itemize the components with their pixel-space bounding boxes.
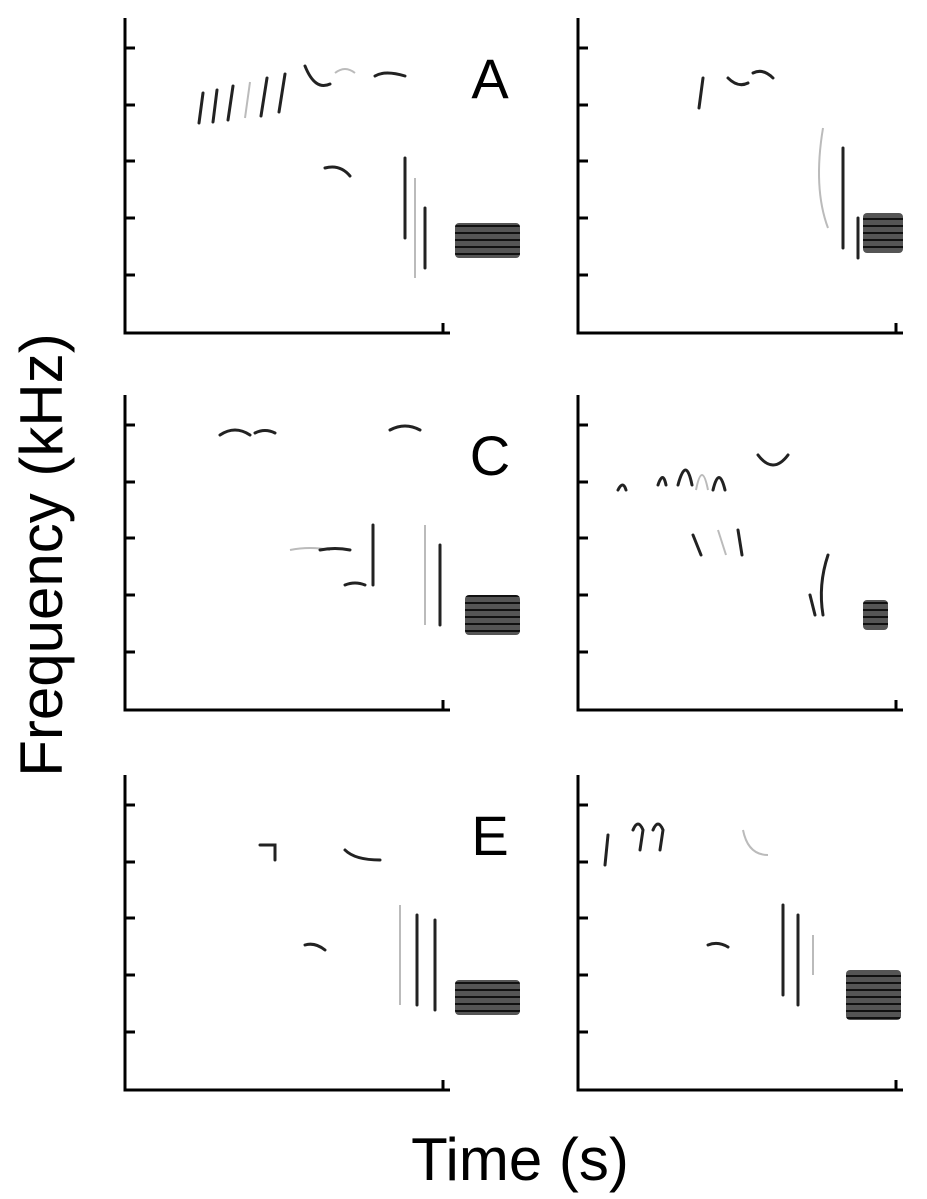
panel-letter: C: [470, 424, 510, 487]
spectrogram-block: [455, 980, 520, 1015]
spectrogram-trace: [375, 73, 405, 76]
figure: Frequency (kHz) Time (s) A B C D E F: [0, 0, 927, 1199]
spectrogram-trace: [728, 78, 748, 85]
axes: [578, 18, 903, 333]
spectrogram-trace: [696, 475, 708, 490]
spectrogram-trace: [305, 944, 325, 950]
spectrogram-trace: [345, 583, 365, 585]
spectrogram-trace: [821, 555, 828, 615]
axes: [125, 395, 450, 710]
spectrogram-trace: [653, 824, 663, 850]
panel: F: [578, 775, 927, 1090]
spectrogram-trace: [618, 485, 626, 490]
y-axis-label: Frequency (kHz): [8, 333, 75, 776]
spectrogram-trace: [255, 431, 275, 434]
panel-letter: D: [923, 424, 927, 487]
spectrogram-trace: [228, 86, 233, 120]
spectrogram-trace: [320, 549, 350, 551]
spectrogram-trace: [758, 455, 788, 465]
panel: A: [125, 18, 520, 333]
panel: C: [125, 395, 520, 710]
spectrogram-trace: [633, 824, 643, 850]
spectrogram-trace: [738, 530, 742, 555]
spectrogram-block: [863, 600, 888, 630]
panel: D: [578, 395, 927, 710]
spectrogram-trace: [325, 167, 350, 176]
spectrogram-trace: [213, 90, 217, 122]
spectrogram-trace: [245, 82, 250, 118]
panel-letter: A: [471, 47, 509, 110]
spectrogram-trace: [345, 850, 380, 860]
panel-letter: E: [471, 804, 508, 867]
axes: [125, 775, 450, 1090]
spectrogram-trace: [753, 71, 773, 78]
spectrogram-trace: [713, 478, 725, 491]
spectrogram-block: [465, 595, 520, 635]
spectrogram-trace: [699, 78, 703, 108]
spectrogram-trace: [605, 835, 608, 865]
panel: B: [578, 18, 927, 333]
spectrogram-trace: [810, 595, 815, 615]
axes: [125, 18, 450, 333]
spectrogram-trace: [708, 943, 728, 947]
spectrogram-trace: [678, 470, 692, 485]
spectrogram-trace: [390, 426, 420, 430]
spectrogram-trace: [693, 535, 701, 555]
spectrogram-trace: [220, 430, 250, 435]
spectrogram-block: [863, 213, 903, 253]
panel: E: [125, 775, 520, 1090]
spectrogram-trace: [199, 93, 203, 123]
axes: [578, 775, 903, 1090]
spectrogram-trace: [279, 74, 285, 112]
spectrogram-trace: [335, 69, 355, 73]
spectrogram-block: [455, 223, 520, 258]
spectrogram-trace: [261, 78, 267, 116]
spectrogram-trace: [658, 478, 666, 486]
spectrogram-trace: [743, 830, 768, 855]
spectrogram-trace: [819, 128, 828, 228]
spectrogram-trace: [305, 66, 330, 86]
x-axis-label: Time (s): [411, 1126, 629, 1193]
spectrogram-trace: [718, 530, 726, 555]
spectrogram-block: [846, 970, 901, 1020]
spectrogram-trace: [260, 845, 275, 860]
